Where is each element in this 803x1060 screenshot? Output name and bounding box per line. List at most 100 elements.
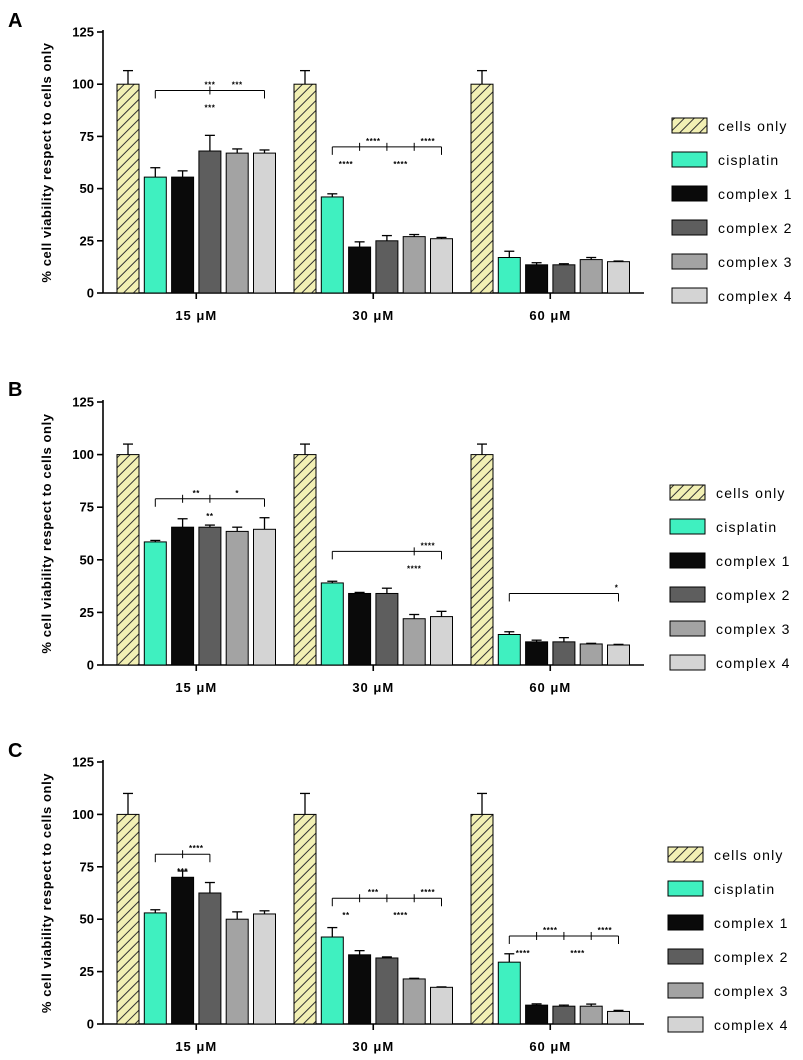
bar-cisplatin-0: [143, 912, 167, 1025]
bar-complex-2-1: [375, 240, 399, 294]
bar-cells-only-0: [116, 813, 140, 1025]
sig-label: ****: [339, 160, 354, 169]
y-tick-label: 125: [72, 755, 94, 770]
sig-label: **: [342, 911, 350, 920]
sig-label: ****: [393, 911, 408, 920]
bar-cisplatin-1: [320, 582, 344, 666]
bar-cells-only-2: [470, 813, 494, 1025]
bar-complex-4-0: [253, 528, 276, 666]
bar-complex-2-1: [375, 957, 399, 1025]
bar-complex-3-0: [225, 918, 249, 1025]
panel-letter: C: [8, 740, 22, 762]
x-tick-label: 15 μM: [175, 680, 217, 695]
sig-label: ****: [393, 160, 408, 169]
x-tick-label: 30 μM: [352, 680, 394, 695]
bar-cells-only-0: [116, 83, 140, 294]
y-tick-label: 100: [72, 807, 94, 822]
sig-label: ***: [177, 867, 188, 876]
bar-complex-4-0: [253, 152, 276, 294]
legend-label-cells-only: cells only: [714, 847, 784, 863]
legend-swatch-complex-2: [671, 219, 708, 236]
bar-complex-2-2: [552, 264, 576, 294]
bar-complex-1-0: [171, 176, 195, 294]
bar-complex-3-1: [402, 618, 426, 666]
legend-label-complex-1: complex 1: [718, 186, 793, 202]
sig-label: ****: [366, 137, 381, 146]
bar-complex-3-0: [225, 152, 249, 294]
legend-label-complex-3: complex 3: [714, 983, 789, 999]
bar-complex-2-0: [198, 150, 222, 294]
legend-label-complex-3: complex 3: [716, 621, 791, 637]
y-tick-label: 50: [80, 552, 94, 567]
legend-label-cisplatin: cisplatin: [716, 519, 777, 535]
y-axis-title: % cell viability respect to cells only: [39, 773, 54, 1013]
legend-swatch-complex-2: [667, 948, 704, 965]
legend-label-complex-1: complex 1: [714, 915, 789, 931]
legend-swatch-complex-2: [669, 586, 706, 603]
sig-label: ****: [543, 926, 558, 935]
bar-complex-3-2: [579, 643, 603, 666]
bar-cisplatin-2: [497, 961, 521, 1025]
legend-label-complex-2: complex 2: [714, 949, 789, 965]
bar-complex-4-1: [430, 986, 453, 1025]
y-tick-label: 125: [72, 25, 94, 40]
bar-complex-2-0: [198, 526, 222, 666]
bar-complex-3-0: [225, 530, 249, 666]
bar-complex-2-1: [375, 592, 399, 666]
y-axis-title: % cell viability respect to cells only: [39, 413, 54, 653]
bar-complex-1-0: [171, 876, 195, 1025]
bar-cells-only-1: [293, 83, 317, 294]
bar-cells-only-0: [116, 454, 140, 666]
legend: cells only cisplatin complex 1 complex 2 com…: [669, 484, 791, 671]
bar-complex-1-2: [525, 264, 549, 294]
bar-complex-4-1: [430, 238, 453, 294]
legend-label-complex-4: complex 4: [716, 655, 791, 671]
x-tick-label: 15 μM: [175, 1039, 217, 1054]
sig-label: ***: [204, 80, 215, 89]
legend-swatch-cells-only: [671, 117, 708, 134]
bar-complex-2-2: [552, 1005, 576, 1025]
legend-label-complex-3: complex 3: [718, 254, 793, 270]
x-tick-label: 30 μM: [352, 1039, 394, 1054]
legend: cells only cisplatin complex 1 complex 2 com…: [667, 846, 789, 1033]
bar-complex-4-2: [607, 644, 630, 666]
y-tick-label: 75: [80, 859, 94, 874]
legend-label-complex-4: complex 4: [718, 288, 793, 304]
bar-complex-4-1: [430, 616, 453, 666]
y-tick-label: 75: [80, 500, 94, 515]
bar-complex-3-1: [402, 236, 426, 294]
x-tick-label: 60 μM: [529, 308, 571, 323]
legend-swatch-complex-1: [671, 185, 708, 202]
legend-label-complex-2: complex 2: [716, 587, 791, 603]
panel-letter: B: [8, 379, 22, 401]
bar-complex-1-0: [171, 526, 195, 666]
legend-label-complex-2: complex 2: [718, 220, 793, 236]
bar-complex-1-1: [348, 246, 372, 294]
bar-complex-4-2: [607, 261, 630, 294]
legend-label-cisplatin: cisplatin: [714, 881, 775, 897]
bar-complex-4-0: [253, 913, 276, 1025]
legend-swatch-complex-4: [671, 287, 708, 304]
x-tick-label: 15 μM: [175, 308, 217, 323]
y-tick-label: 50: [80, 181, 94, 196]
y-tick-label: 0: [87, 286, 94, 301]
legend-label-complex-1: complex 1: [716, 553, 791, 569]
bar-cisplatin-2: [497, 633, 521, 666]
legend-swatch-complex-3: [671, 253, 708, 270]
y-tick-label: 100: [72, 447, 94, 462]
bar-complex-1-2: [525, 1004, 549, 1025]
bar-cells-only-1: [293, 454, 317, 666]
bar-cells-only-2: [470, 454, 494, 666]
panel-letter: A: [8, 10, 22, 32]
y-axis-title: % cell viability respect to cells only: [39, 42, 54, 282]
bar-complex-1-1: [348, 954, 372, 1025]
legend-label-cells-only: cells only: [718, 118, 788, 134]
legend-swatch-cisplatin: [667, 880, 704, 897]
bar-complex-1-2: [525, 641, 549, 666]
bar-complex-3-2: [579, 1005, 603, 1025]
bar-complex-4-2: [607, 1010, 630, 1025]
legend-swatch-complex-4: [667, 1016, 704, 1033]
sig-label: ****: [189, 844, 204, 853]
bar-cisplatin-2: [497, 257, 521, 294]
